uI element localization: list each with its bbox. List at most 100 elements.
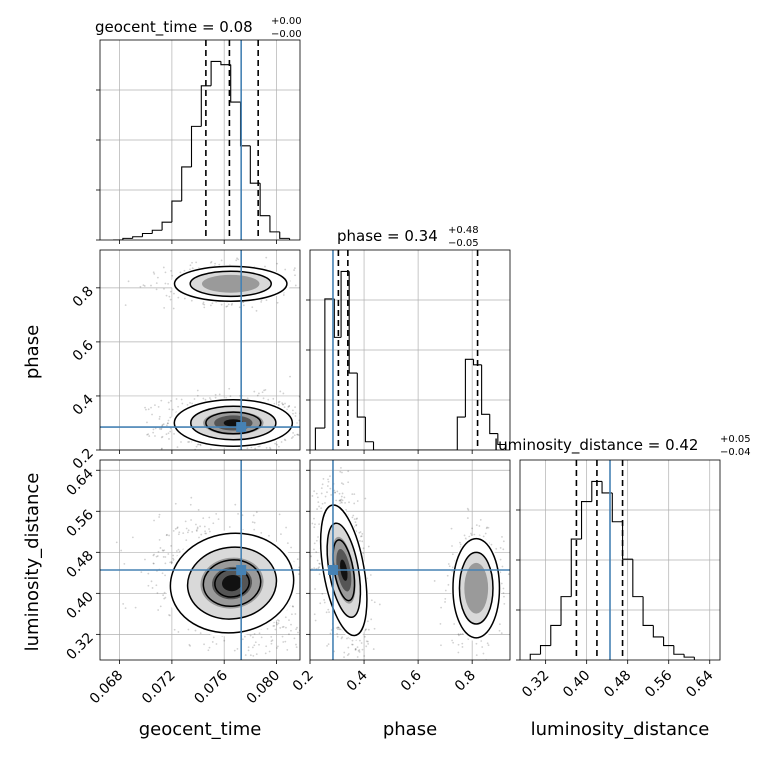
sample-point <box>185 527 188 530</box>
contour-line <box>173 265 288 302</box>
sample-point <box>203 643 205 646</box>
sample-point <box>300 615 302 617</box>
hist-bin <box>539 645 551 655</box>
sample-point <box>354 648 357 650</box>
sample-point <box>298 566 300 569</box>
sample-point <box>450 527 453 530</box>
sample-point <box>486 526 488 529</box>
sample-point <box>306 587 308 589</box>
sample-point <box>207 649 210 652</box>
sample-point <box>315 551 318 553</box>
sample-point <box>169 298 172 301</box>
sample-point <box>308 429 310 431</box>
sample-point <box>281 403 284 406</box>
sample-point <box>447 583 450 586</box>
sample-point <box>253 390 256 393</box>
sample-point <box>202 397 205 400</box>
sample-point <box>327 480 330 483</box>
hist-bin <box>220 61 231 66</box>
sample-point <box>153 519 155 522</box>
sample-point <box>327 608 330 611</box>
sample-point <box>268 534 270 537</box>
sample-point <box>289 375 291 378</box>
sample-point <box>284 616 287 619</box>
sample-point <box>490 543 493 546</box>
sample-point <box>170 544 173 547</box>
sample-point <box>475 654 478 656</box>
sample-point <box>190 299 193 302</box>
sample-point <box>234 503 237 506</box>
sample-point <box>270 635 273 638</box>
sample-point <box>327 478 329 481</box>
sample-point <box>265 447 268 449</box>
sample-point <box>142 284 145 287</box>
sample-point <box>302 598 304 600</box>
sample-point <box>359 531 362 533</box>
sample-point <box>251 521 254 524</box>
sample-point <box>373 627 376 630</box>
xtick-label-luminosity_distance-1: 0.40 <box>560 668 593 701</box>
sample-point <box>305 285 307 287</box>
sample-point <box>307 612 309 614</box>
hist-bin <box>642 596 654 626</box>
hist-bin <box>324 298 335 429</box>
sample-point <box>334 491 337 494</box>
sample-point <box>147 584 150 587</box>
sample-point <box>174 502 177 505</box>
hist-panel-geocent_time-border <box>99 39 301 241</box>
hist-bin <box>481 364 490 415</box>
sample-point <box>475 524 478 527</box>
sample-point <box>361 648 364 651</box>
sample-point <box>483 670 485 672</box>
sample-point <box>305 296 307 298</box>
sample-point <box>188 440 191 443</box>
sample-point <box>161 447 163 450</box>
sample-point <box>319 562 321 565</box>
sample-point <box>183 297 186 300</box>
sample-point <box>356 500 359 502</box>
sample-point <box>314 619 317 622</box>
hist-bin <box>456 416 466 450</box>
contour-line <box>202 559 262 608</box>
sample-point <box>451 553 454 556</box>
title-luminosity-distance-eq: = <box>643 436 665 454</box>
sample-point <box>282 294 285 296</box>
hist-bin <box>683 654 695 658</box>
contour-line <box>190 405 277 441</box>
sample-point <box>170 269 172 272</box>
contour-line <box>452 537 501 639</box>
sample-point <box>157 405 160 408</box>
sample-point <box>179 271 182 274</box>
sample-point <box>341 471 343 474</box>
sample-point <box>260 636 263 639</box>
sample-point <box>295 628 297 631</box>
sample-point <box>200 456 202 458</box>
sample-point <box>362 547 365 550</box>
sample-point <box>195 529 198 532</box>
sample-point <box>158 513 161 516</box>
sample-point <box>291 605 294 608</box>
hist-bin <box>372 441 382 450</box>
sample-point <box>358 651 361 653</box>
sample-point <box>202 517 205 520</box>
sample-point <box>209 261 212 264</box>
sample-point <box>234 663 236 665</box>
sample-point <box>168 408 171 411</box>
sample-point <box>355 709 357 711</box>
sample-point <box>164 562 167 565</box>
sample-point <box>212 522 215 525</box>
sample-point <box>302 285 304 287</box>
hist-bin <box>200 85 212 127</box>
title-phase-plus: +0.48 <box>448 225 479 236</box>
sample-point <box>166 422 169 425</box>
sample-point <box>169 290 172 293</box>
hist-bin <box>356 373 366 418</box>
sample-point <box>203 303 206 306</box>
sample-point <box>254 447 257 450</box>
truth-marker <box>327 565 338 575</box>
sample-point <box>316 559 319 562</box>
sample-point <box>311 522 314 525</box>
sample-point <box>318 505 320 508</box>
title-phase-minus: −0.05 <box>448 238 479 249</box>
sample-point <box>147 408 150 411</box>
